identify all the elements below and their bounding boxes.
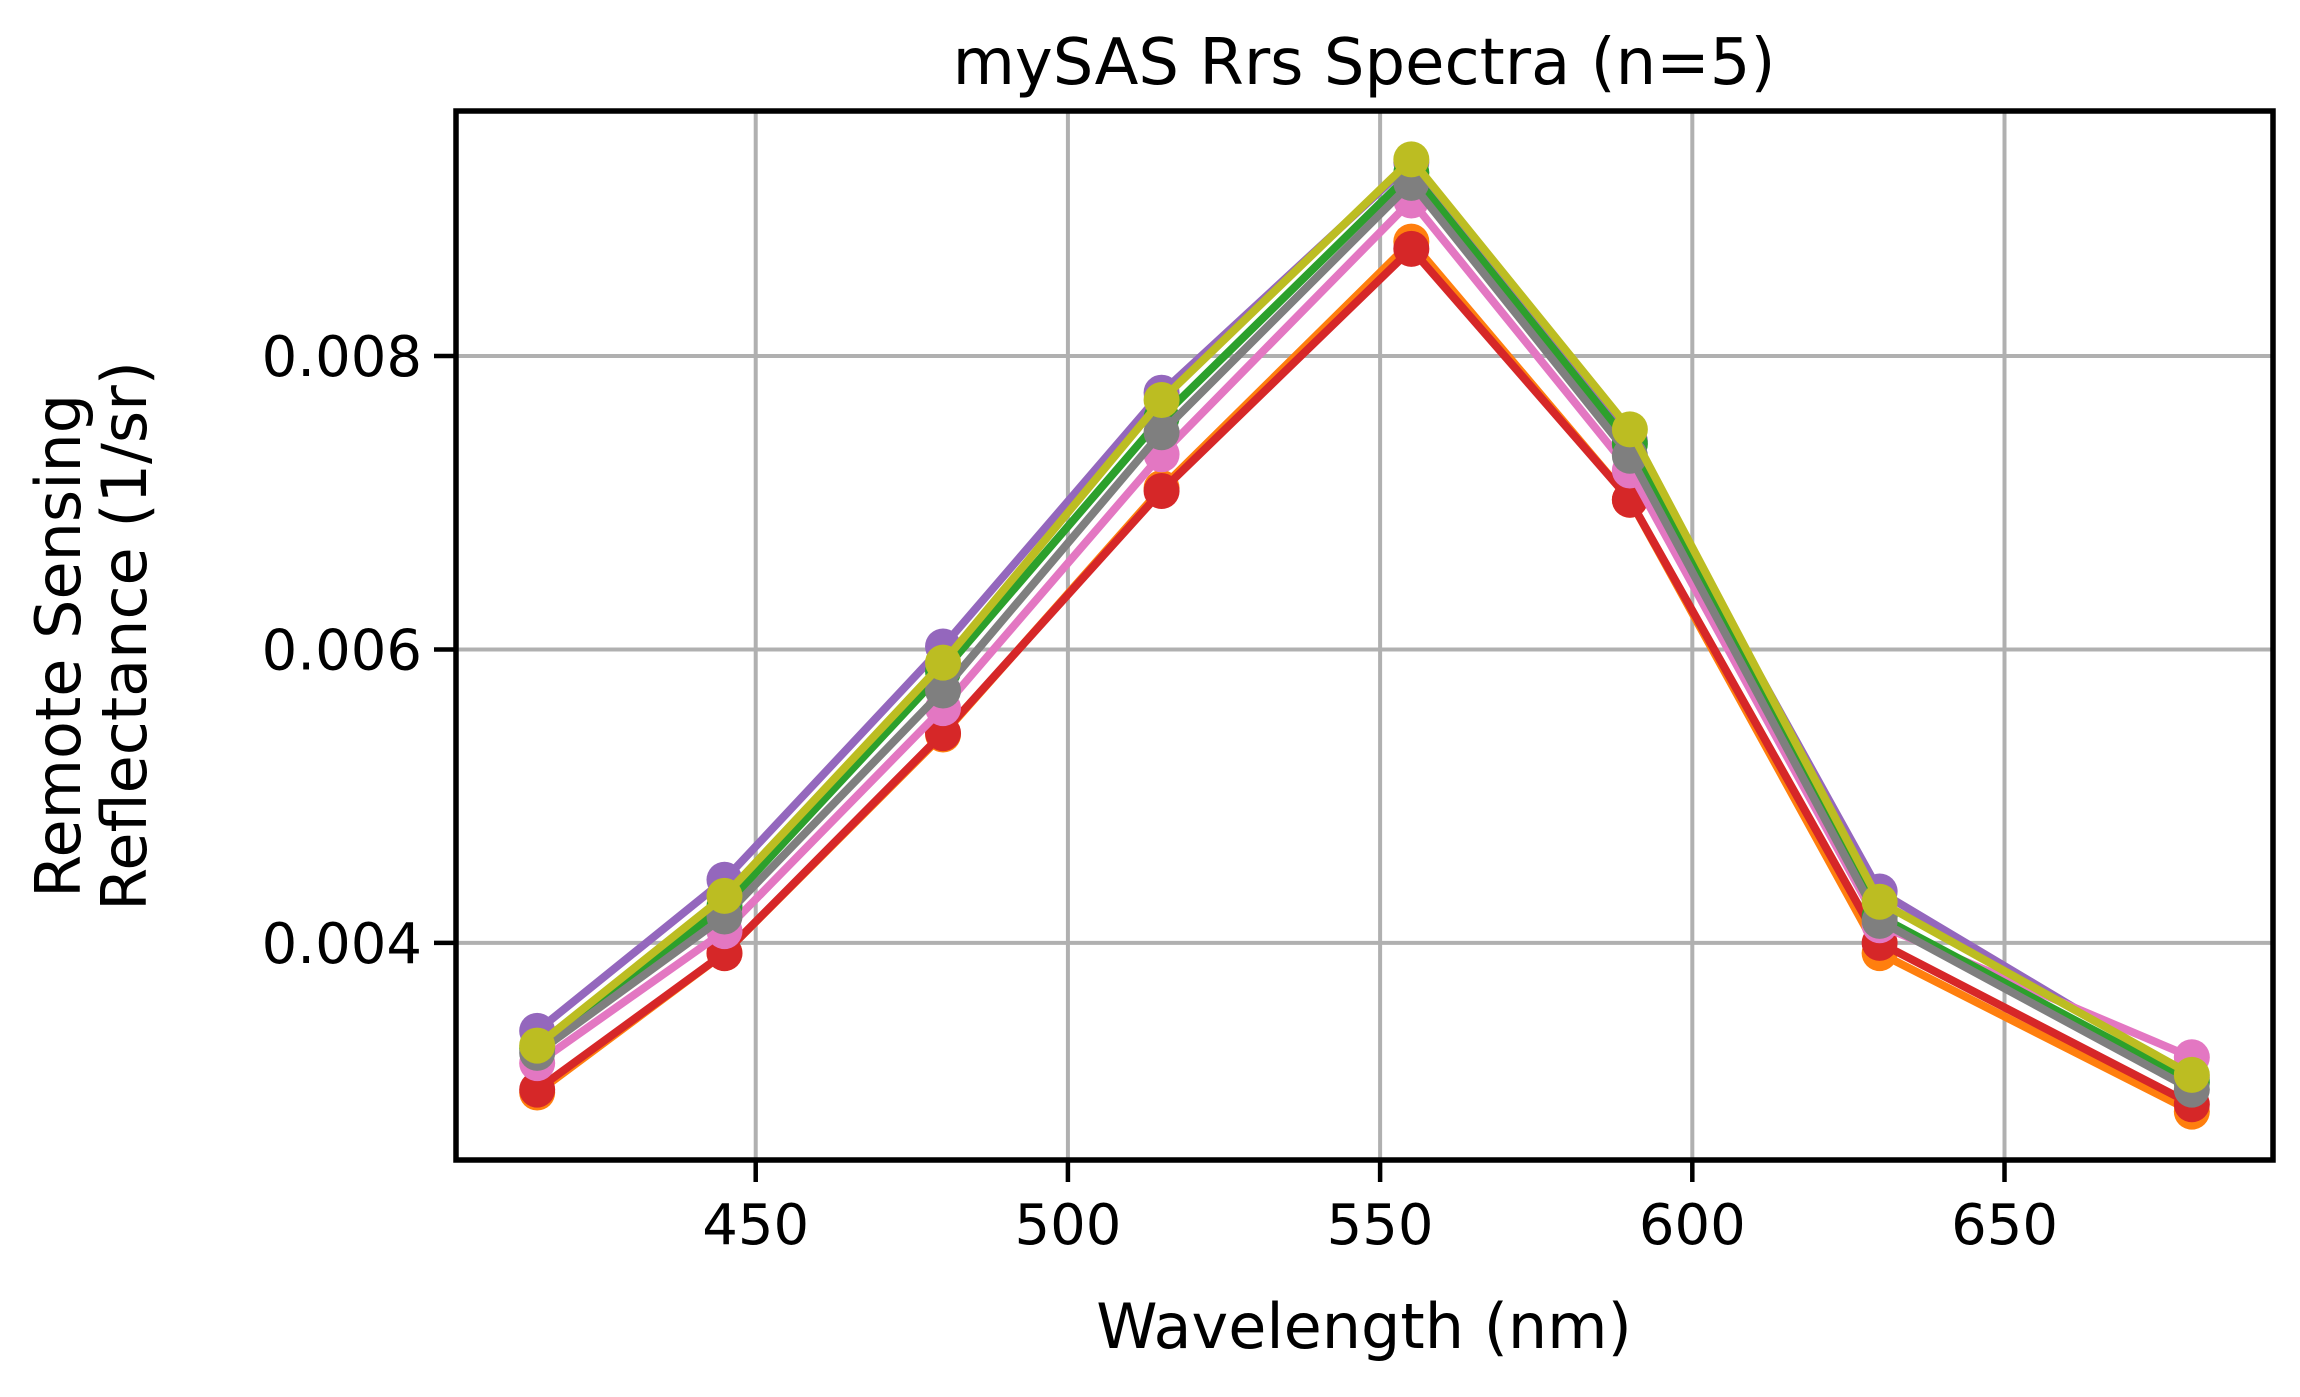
x-tick-label: 500 <box>1014 1193 1121 1258</box>
y-tick-label: 0.008 <box>262 325 422 390</box>
data-point <box>1611 411 1648 448</box>
data-point <box>1143 382 1180 419</box>
data-point <box>1393 230 1430 267</box>
data-point <box>1143 472 1180 509</box>
y-tick-label: 0.006 <box>262 618 422 683</box>
data-point <box>706 877 743 914</box>
series-line <box>533 244 2196 1109</box>
y-axis-label: Remote Sensing Reflectance (1/sr) <box>22 361 161 911</box>
data-series <box>519 141 2210 1130</box>
y-axis-label-line-1: Remote Sensing <box>22 394 95 898</box>
x-axis-label: Wavelength (nm) <box>1096 1290 1632 1363</box>
y-tick-label: 0.004 <box>262 912 422 977</box>
series-line <box>533 178 2196 1094</box>
data-point <box>519 1027 556 1064</box>
data-point <box>925 672 962 709</box>
axis-ticks: 450 500 550 600 650 0.004 0.006 0.008 <box>262 325 2058 1258</box>
x-tick-label: 450 <box>702 1193 809 1258</box>
data-point <box>519 1071 556 1108</box>
grid-lines <box>456 111 2273 1160</box>
data-point <box>1861 883 1898 920</box>
x-tick-label: 550 <box>1327 1193 1434 1258</box>
x-tick-label: 650 <box>1951 1193 2058 1258</box>
chart-title: mySAS Rrs Spectra (n=5) <box>953 26 1776 100</box>
series-6 <box>519 164 2210 1108</box>
series-7 <box>519 141 2210 1093</box>
plot-frame <box>453 108 2276 1163</box>
data-point <box>2173 1056 2210 1093</box>
y-axis-label-line-2: Reflectance (1/sr) <box>88 361 161 911</box>
series-line <box>533 237 2196 1116</box>
data-point <box>1393 141 1430 178</box>
data-point <box>925 715 962 752</box>
x-tick-label: 600 <box>1639 1193 1746 1258</box>
data-point <box>1143 414 1180 451</box>
data-point <box>925 644 962 681</box>
series-line <box>533 155 2196 1079</box>
series-1 <box>519 223 2210 1130</box>
series-line <box>533 168 2196 1087</box>
